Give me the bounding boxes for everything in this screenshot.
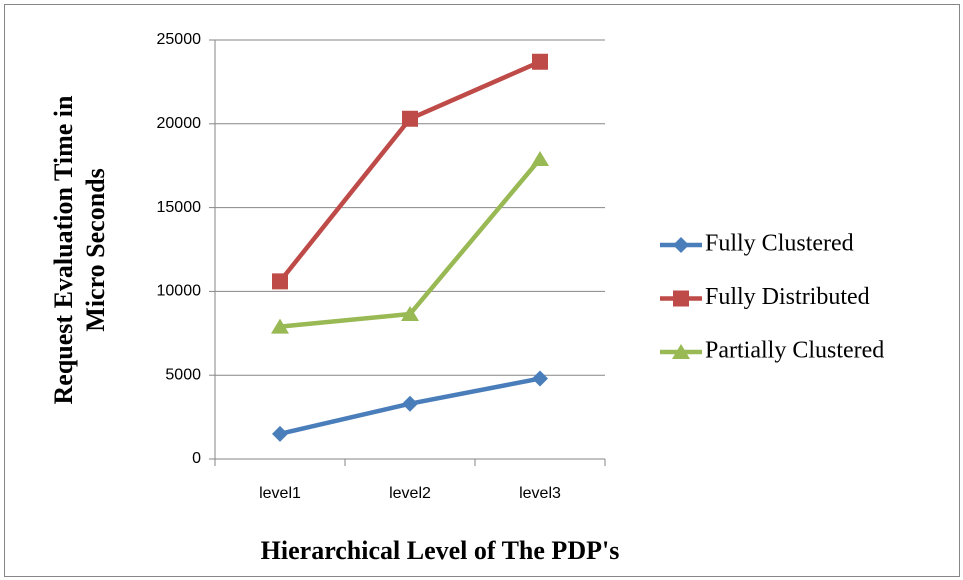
x-tick-label: level2	[389, 485, 431, 502]
legend-marker	[672, 344, 690, 359]
y-tick-label: 5000	[165, 366, 201, 383]
y-tick-label: 15000	[157, 199, 202, 216]
legend-label: Fully Distributed	[705, 284, 870, 310]
y-axis-title-line: Request Evaluation Time in	[49, 95, 78, 404]
data-point	[402, 110, 418, 127]
data-point	[531, 150, 549, 166]
y-tick-label: 10000	[157, 283, 202, 300]
legend-label: Fully Clustered	[705, 231, 854, 257]
y-axis-title-line: Micro Seconds	[81, 168, 110, 331]
y-tick-label: 25000	[157, 31, 202, 48]
data-point	[532, 53, 548, 70]
legend-marker	[673, 237, 689, 253]
data-point	[272, 273, 288, 290]
x-tick-label: level1	[259, 485, 301, 502]
y-axis-title: Request Evaluation Time in Micro Seconds	[49, 95, 110, 404]
data-point	[272, 425, 288, 442]
y-tick-label: 20000	[157, 115, 202, 132]
x-tick-label: level3	[519, 485, 561, 502]
data-point	[271, 318, 289, 334]
data-point	[402, 395, 418, 412]
chart-border	[4, 4, 960, 577]
data-point	[532, 370, 548, 387]
legend-label: Partially Clustered	[705, 338, 884, 364]
data-point	[401, 306, 419, 322]
legend-marker	[673, 290, 689, 307]
x-axis-title: Hierarchical Level of The PDP's	[261, 536, 620, 565]
y-tick-label: 0	[192, 450, 201, 467]
